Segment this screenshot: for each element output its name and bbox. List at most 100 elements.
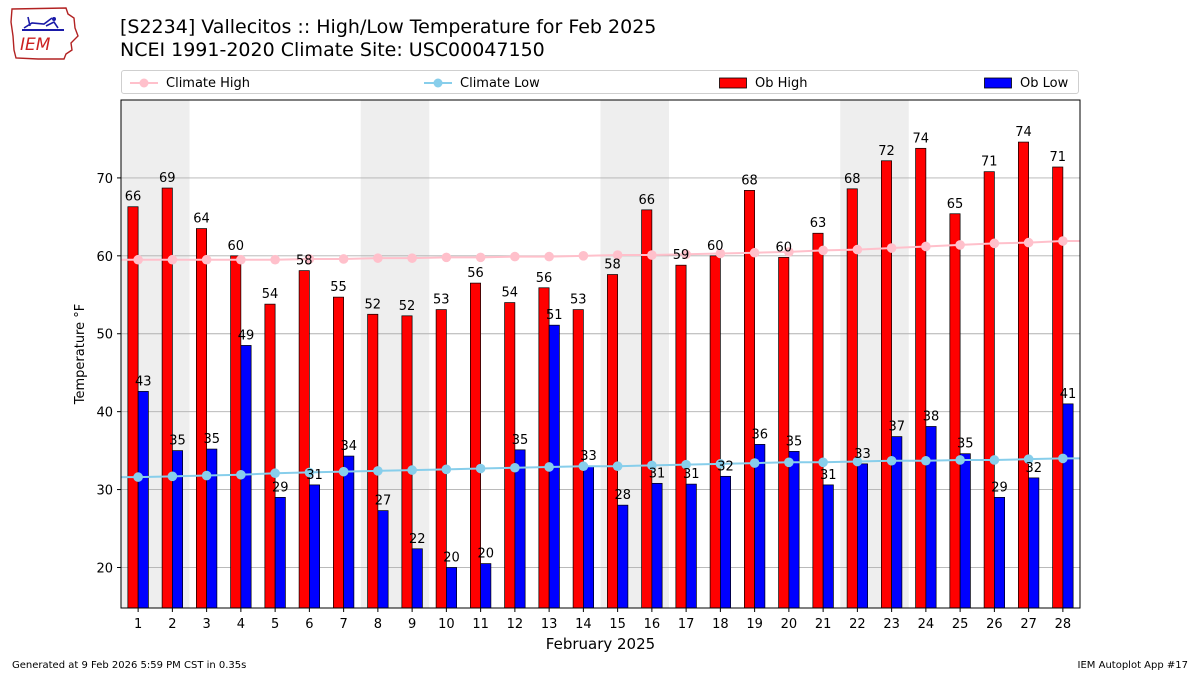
ob-high-label: 58 bbox=[604, 258, 621, 273]
legend-label-climate-low: Climate Low bbox=[460, 75, 540, 91]
x-tick-label: 6 bbox=[305, 617, 313, 632]
ob-low-bar bbox=[720, 475, 731, 609]
ob-high-label: 53 bbox=[433, 293, 450, 308]
x-tick-label: 11 bbox=[472, 617, 489, 632]
ob-high-label: 66 bbox=[125, 190, 142, 205]
ob-high-label: 58 bbox=[296, 254, 313, 269]
ob-high-bar bbox=[230, 255, 242, 609]
ob-low-label: 20 bbox=[443, 550, 460, 565]
climate-low-point bbox=[749, 458, 760, 468]
ob-low-bar bbox=[514, 449, 526, 609]
climate-high-point bbox=[441, 252, 452, 263]
climate-high-point bbox=[647, 250, 657, 260]
x-tick-label: 24 bbox=[918, 617, 935, 632]
ob-high-label: 71 bbox=[981, 155, 998, 170]
ob-high-label: 66 bbox=[638, 193, 655, 208]
ob-low-bar bbox=[137, 391, 149, 609]
climate-low-point bbox=[270, 468, 280, 479]
chart-subtitle: NCEI 1991-2020 Climate Site: USC00047150 bbox=[120, 39, 545, 61]
ob-low-bar bbox=[1028, 477, 1040, 609]
climate-high-point bbox=[338, 254, 349, 264]
ob-low-label: 31 bbox=[683, 467, 700, 482]
ob-low-label: 29 bbox=[272, 480, 289, 495]
ob-low-bar bbox=[754, 444, 766, 609]
ob-low-bar bbox=[309, 484, 320, 609]
ob-low-bar bbox=[583, 465, 594, 609]
ob-low-label: 37 bbox=[888, 420, 905, 435]
chart-title: [S2234] Vallecitos :: High/Low Temperatu… bbox=[120, 16, 657, 38]
ob-high-label: 65 bbox=[947, 197, 964, 212]
ob-high-label: 52 bbox=[399, 299, 416, 314]
ob-low-bar bbox=[925, 426, 937, 609]
y-tick-label: 60 bbox=[96, 250, 113, 265]
climate-low-point bbox=[647, 460, 657, 471]
ob-high-label: 59 bbox=[673, 248, 690, 263]
climate-low-point bbox=[955, 455, 965, 465]
y-axis-label: Temperature °F bbox=[73, 304, 88, 405]
x-tick-label: 3 bbox=[202, 617, 210, 632]
ob-low-label: 38 bbox=[923, 409, 940, 424]
climate-high-point bbox=[1023, 237, 1034, 248]
climate-low-point bbox=[167, 471, 178, 482]
ob-low-bar bbox=[480, 563, 492, 609]
ob-low-bar bbox=[1062, 403, 1074, 609]
ob-high-bar bbox=[778, 257, 790, 609]
ob-low-bar bbox=[651, 482, 663, 609]
x-tick-label: 15 bbox=[609, 617, 626, 632]
x-tick-label: 2 bbox=[168, 617, 176, 632]
ob-low-label: 35 bbox=[203, 432, 220, 447]
ob-high-label: 53 bbox=[570, 293, 587, 308]
climate-high-point bbox=[201, 254, 212, 265]
climate-low-point bbox=[407, 465, 417, 475]
climate-high-point bbox=[133, 254, 143, 265]
climate-low-point bbox=[544, 462, 554, 472]
ob-low-bar bbox=[822, 484, 834, 609]
ob-low-bar bbox=[446, 567, 457, 609]
climate-high-point bbox=[1058, 236, 1068, 246]
ob-high-bar bbox=[264, 303, 276, 609]
ob-low-label: 31 bbox=[306, 468, 323, 483]
climate-high-point bbox=[955, 240, 965, 250]
climate-high-point bbox=[886, 243, 897, 253]
climate-low-line bbox=[121, 457, 1080, 479]
climate-high-point bbox=[304, 254, 315, 264]
x-tick-label: 5 bbox=[271, 617, 279, 632]
climate-low-point bbox=[784, 457, 794, 468]
ob-low-bar bbox=[274, 497, 286, 609]
ob-high-label: 55 bbox=[330, 280, 347, 295]
ob-low-label: 20 bbox=[477, 547, 494, 562]
ob-high-bar bbox=[641, 209, 653, 609]
ob-low-label: 36 bbox=[751, 427, 768, 442]
ob-high-bar bbox=[915, 147, 927, 609]
climate-low-point bbox=[304, 467, 315, 478]
climate-low-point bbox=[989, 455, 1000, 465]
climate-low-point bbox=[715, 459, 726, 469]
app-label: IEM Autoplot App #17 bbox=[1077, 660, 1188, 671]
climate-high-point bbox=[921, 241, 931, 252]
ob-low-bar bbox=[788, 451, 800, 609]
ob-high-label: 56 bbox=[467, 266, 484, 281]
x-tick-label: 19 bbox=[746, 617, 763, 632]
x-tick-label: 21 bbox=[815, 617, 832, 632]
ob-high-label: 60 bbox=[775, 240, 792, 255]
ob-low-bar bbox=[959, 453, 971, 609]
ob-low-label: 22 bbox=[409, 532, 426, 547]
legend-label-climate-high: Climate High bbox=[166, 75, 251, 91]
climate-high-point bbox=[749, 247, 760, 258]
ob-low-label: 27 bbox=[375, 494, 392, 509]
climate-high-point bbox=[236, 254, 246, 265]
climate-high-point bbox=[681, 249, 691, 260]
ob-low-label: 33 bbox=[580, 449, 597, 464]
climate-low-point bbox=[201, 470, 212, 481]
ob-high-bar bbox=[983, 171, 995, 609]
x-tick-label: 14 bbox=[575, 617, 592, 632]
climate-high-point bbox=[373, 253, 383, 263]
ob-high-label: 54 bbox=[262, 287, 279, 302]
ob-high-label: 60 bbox=[707, 239, 724, 254]
ob-low-label: 35 bbox=[512, 433, 529, 448]
y-tick-label: 20 bbox=[96, 561, 113, 576]
climate-low-point bbox=[612, 461, 623, 471]
climate-high-point bbox=[612, 250, 623, 260]
ob-low-bar bbox=[685, 483, 697, 609]
ob-low-label: 35 bbox=[786, 434, 803, 449]
